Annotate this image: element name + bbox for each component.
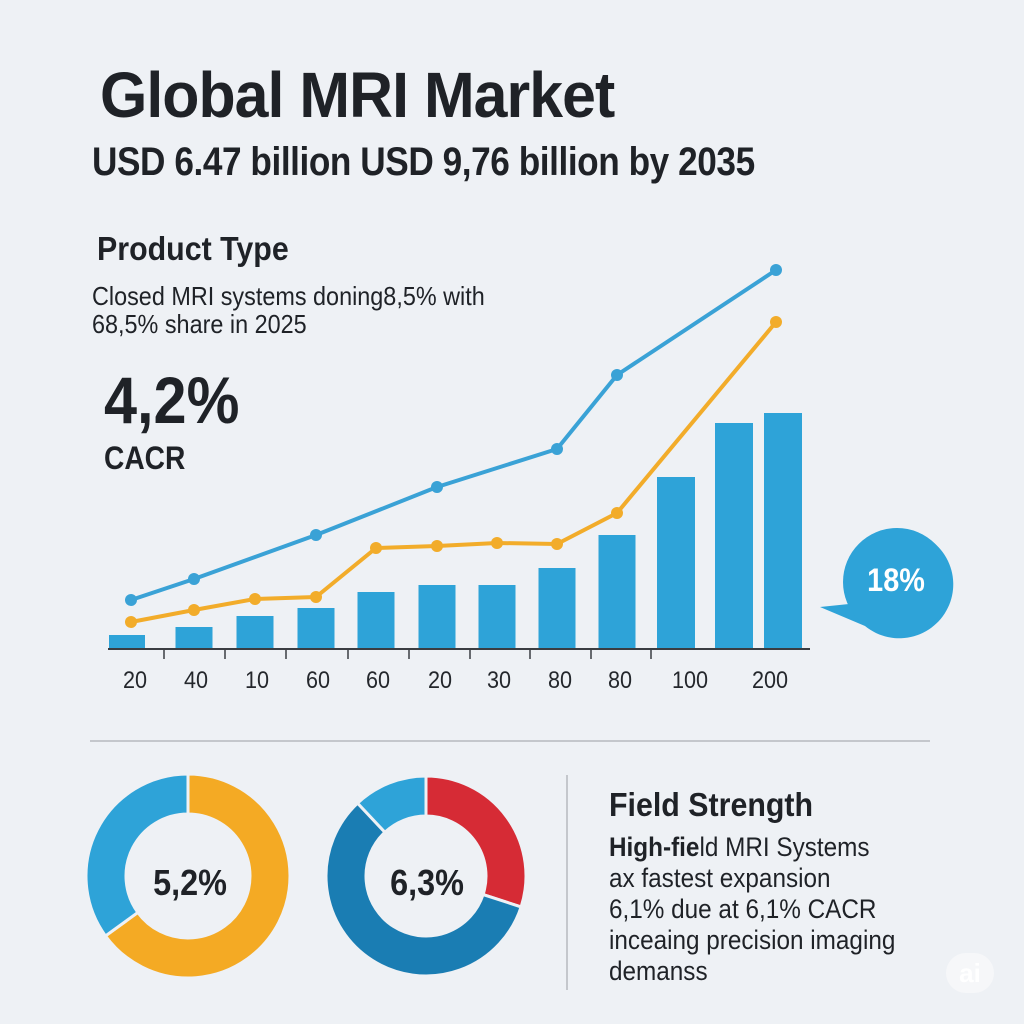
- orange-line-point-6: [491, 537, 503, 549]
- donut-chart-2: [324, 774, 528, 978]
- orange-line-point-7: [551, 538, 563, 550]
- field-strength-description: High-field MRI Systems ax fastest expans…: [609, 832, 969, 987]
- donut-chart-1: [84, 772, 292, 980]
- bar-2: [236, 616, 274, 648]
- page-subtitle: USD 6.47 billion USD 9,76 billion by 203…: [92, 140, 755, 184]
- ai-watermark-icon: ai: [946, 953, 994, 993]
- blue-line-point-1: [188, 573, 200, 585]
- product-type-desc-line1: Closed MRI systems doning8,5% with: [92, 281, 485, 311]
- blue-line-point-5: [611, 369, 623, 381]
- donut1-slice-orange: [103, 772, 292, 980]
- fs-line1-rest: ld MRI Systems: [699, 832, 870, 862]
- bar-7: [538, 568, 576, 648]
- orange-line-point-5: [431, 540, 443, 552]
- bar-5: [418, 585, 456, 648]
- fs-line3: 6,1% due at 6,1% CACR: [609, 894, 877, 924]
- product-type-description: Closed MRI systems doning8,5% with 68,5%…: [92, 282, 560, 338]
- orange-line-point-3: [310, 591, 322, 603]
- donut2-slice-dark-blue: [324, 800, 523, 978]
- donut-1-center-label: 5,2%: [153, 862, 227, 903]
- vertical-divider: [566, 775, 568, 990]
- fs-line1: High-field MRI Systems: [609, 832, 969, 863]
- product-type-heading: Product Type: [97, 230, 289, 267]
- bar-10: [715, 423, 753, 648]
- x-tick-label-10: 200: [752, 666, 788, 693]
- x-tick-label-7: 80: [548, 666, 572, 693]
- field-strength-heading: Field Strength: [609, 786, 814, 823]
- section-divider: [90, 740, 930, 742]
- product-type-desc-line2: 68,5% share in 2025: [92, 309, 307, 339]
- x-tick-label-5: 20: [428, 666, 452, 693]
- orange-line-point-9: [770, 316, 782, 328]
- bar-8: [598, 535, 636, 648]
- x-tick-label-0: 20: [123, 666, 147, 693]
- cagr-label: CACR: [104, 440, 186, 476]
- fs-line4: inceaing precision imaging: [609, 925, 896, 955]
- x-tick-label-6: 30: [487, 666, 511, 693]
- lines-layer: [125, 264, 782, 628]
- orange-line-point-4: [370, 542, 382, 554]
- x-tick-label-1: 40: [184, 666, 208, 693]
- fs-line2: ax fastest expansion: [609, 863, 831, 893]
- fs-line1-bold: High-fie: [609, 832, 700, 862]
- donut-2-center-label: 6,3%: [390, 862, 464, 903]
- orange-line-point-8: [611, 507, 623, 519]
- blue-line-point-3: [431, 481, 443, 493]
- x-tick-label-8: 80: [608, 666, 632, 693]
- donut2-slice-red: [424, 774, 528, 909]
- orange-line-point-2: [249, 593, 261, 605]
- cagr-value: 4,2%: [104, 363, 240, 437]
- bar-11: [764, 413, 802, 648]
- donut1-slice-blue: [84, 772, 190, 939]
- x-tick-label-4: 60: [366, 666, 390, 693]
- fs-line5: demanss: [609, 956, 708, 986]
- bar-9: [657, 477, 695, 648]
- blue-line-point-4: [551, 443, 563, 455]
- orange-line-path: [130, 320, 778, 624]
- callout-bubble-circle: [843, 528, 951, 636]
- orange-line-point-1: [188, 604, 200, 616]
- callout-bubble: [820, 528, 954, 639]
- x-tick-label-3: 60: [306, 666, 330, 693]
- bar-6: [478, 585, 516, 648]
- bars-layer: [109, 413, 802, 648]
- bar-1: [175, 627, 213, 648]
- callout-value: 18%: [867, 562, 925, 598]
- orange-line-point-0: [125, 616, 137, 628]
- page-title: Global MRI Market: [100, 59, 615, 131]
- blue-line-point-6: [770, 264, 782, 276]
- donut2-slice-light-blue: [355, 774, 428, 835]
- blue-line-point-2: [310, 529, 322, 541]
- blue-line-point-0: [125, 594, 137, 606]
- bar-4: [357, 592, 395, 648]
- bar-0: [109, 635, 145, 648]
- x-tick-label-2: 10: [245, 666, 269, 693]
- x-tick-label-9: 100: [672, 666, 708, 693]
- x-axis: 20 40 10 60 60 20 30 80 80 100 200: [108, 648, 810, 693]
- bar-3: [297, 608, 335, 648]
